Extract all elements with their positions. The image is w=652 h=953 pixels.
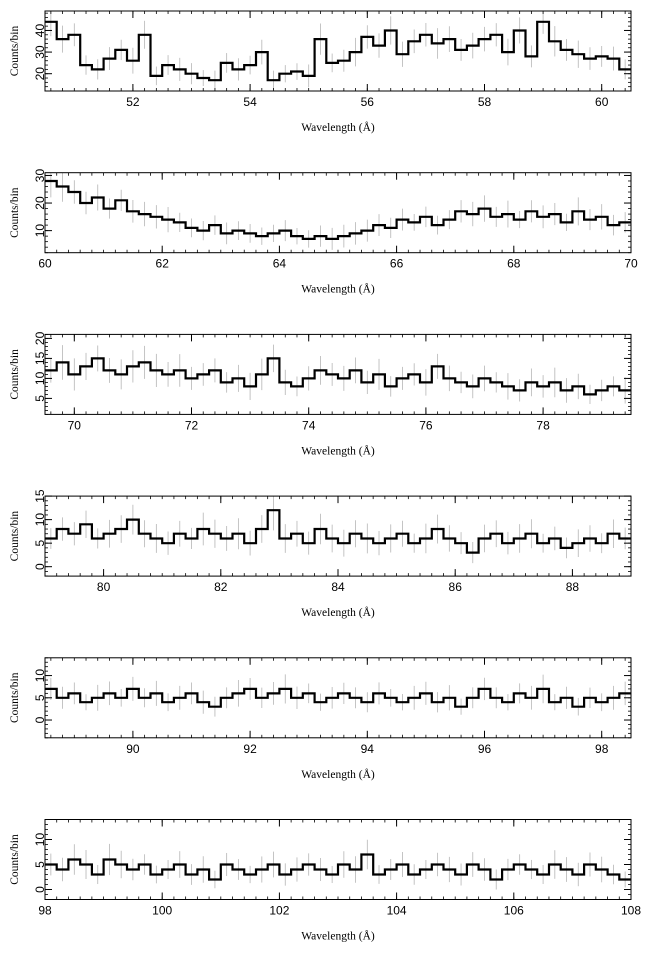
x-tick-label: 82 xyxy=(214,580,228,594)
x-tick-label: 74 xyxy=(302,418,316,432)
x-tick-label: 76 xyxy=(419,418,433,432)
y-tick-label: 0 xyxy=(33,886,47,893)
spectrum-line xyxy=(45,179,631,240)
x-tick-label: 106 xyxy=(504,904,524,918)
y-tick-label: 5 xyxy=(33,395,47,402)
spectrum-panel-4: 80 82 84 86 88 0 5 10 15 Wavelength (Å) Counts/bin xyxy=(9,489,632,619)
x-tick-label: 68 xyxy=(507,257,521,271)
spectrum-line xyxy=(45,357,631,396)
x-axis-title: Wavelength (Å) xyxy=(301,120,375,134)
spectrum-panel-2: 60 62 64 66 68 70 10 20 30 Wavelength (Å) Counts/b… xyxy=(9,169,638,296)
y-tick-label: 20 xyxy=(33,67,47,81)
plot-area xyxy=(45,839,631,890)
y-tick-label: 5 xyxy=(33,861,47,868)
y-tick-label: 40 xyxy=(33,24,47,38)
y-tick-label: 20 xyxy=(33,331,47,345)
y-axis-title: Counts/bin xyxy=(9,187,21,238)
spectrum-panel-5: 90 92 94 96 98 0 5 10 Wavelength (Å) Counts/bin xyxy=(9,657,632,781)
x-tick-label: 102 xyxy=(269,904,289,918)
x-tick-label: 96 xyxy=(478,742,492,756)
plot-area xyxy=(45,172,631,250)
x-tick-label: 104 xyxy=(387,904,407,918)
y-axis-title: Counts/bin xyxy=(9,672,21,723)
x-axis-title: Wavelength (Å) xyxy=(301,767,375,781)
plot-area xyxy=(45,11,631,90)
y-tick-label: 10 xyxy=(33,371,47,385)
y-tick-label: 5 xyxy=(33,540,47,547)
x-axis-title: Wavelength (Å) xyxy=(301,605,375,619)
x-tick-label: 58 xyxy=(478,95,492,109)
x-tick-label: 108 xyxy=(621,904,641,918)
x-tick-label: 56 xyxy=(361,95,375,109)
spectrum-line xyxy=(45,687,631,708)
plot-area xyxy=(45,496,631,564)
spectrum-panel-1: 52 54 56 58 60 20 30 40 Wavelength (Å) Counts/bin xyxy=(9,10,632,134)
spectrum-panel-3: 70 72 74 76 78 5 10 15 20 Wavelength (Å) Counts/bi… xyxy=(9,331,632,457)
y-tick-label: 10 xyxy=(33,224,47,238)
x-axis-title: Wavelength (Å) xyxy=(301,929,375,943)
y-axis-title: Counts/bin xyxy=(9,349,21,400)
x-tick-label: 84 xyxy=(331,580,345,594)
x-tick-label: 64 xyxy=(273,257,287,271)
spectrum-line xyxy=(45,20,631,82)
y-tick-label: 0 xyxy=(33,563,47,570)
x-tick-label: 66 xyxy=(390,257,404,271)
plot-frame xyxy=(44,10,632,92)
spectrum-line xyxy=(45,509,631,554)
x-tick-label: 70 xyxy=(624,257,638,271)
x-tick-label: 98 xyxy=(595,742,609,756)
x-tick-label: 94 xyxy=(361,742,375,756)
x-tick-label: 60 xyxy=(38,257,52,271)
x-tick-label: 54 xyxy=(243,95,257,109)
x-tick-label: 98 xyxy=(38,904,52,918)
y-tick-label: 0 xyxy=(33,716,47,723)
x-tick-label: 62 xyxy=(156,257,170,271)
x-tick-label: 90 xyxy=(126,742,140,756)
y-tick-label: 30 xyxy=(33,169,47,183)
plot-area xyxy=(45,674,631,717)
y-tick-label: 5 xyxy=(33,694,47,701)
y-tick-label: 10 xyxy=(33,669,47,683)
y-tick-label: 30 xyxy=(33,45,47,59)
plot-area xyxy=(45,344,631,405)
x-tick-label: 86 xyxy=(449,580,463,594)
x-tick-label: 72 xyxy=(185,418,199,432)
y-tick-label: 15 xyxy=(33,351,47,365)
x-tick-label: 60 xyxy=(595,95,609,109)
x-tick-label: 100 xyxy=(152,904,172,918)
x-tick-label: 80 xyxy=(97,580,111,594)
spectrum-line xyxy=(45,853,631,881)
x-tick-label: 88 xyxy=(566,580,580,594)
x-tick-label: 78 xyxy=(536,418,550,432)
y-tick-label: 10 xyxy=(33,513,47,527)
spectrum-panel-6: 98 100 102 104 106 108 0 5 10 Wavelength (Å) Count… xyxy=(9,819,641,943)
y-axis-title: Counts/bin xyxy=(9,834,21,885)
y-tick-label: 15 xyxy=(33,489,47,503)
x-axis-title: Wavelength (Å) xyxy=(301,443,375,457)
x-tick-label: 92 xyxy=(243,742,257,756)
y-axis-title: Counts/bin xyxy=(9,511,21,562)
x-axis-title: Wavelength (Å) xyxy=(301,282,375,296)
y-tick-label: 20 xyxy=(33,196,47,210)
y-axis-title: Counts/bin xyxy=(9,26,21,77)
y-tick-label: 10 xyxy=(33,833,47,847)
x-tick-label: 52 xyxy=(126,95,140,109)
x-tick-label: 70 xyxy=(68,418,82,432)
